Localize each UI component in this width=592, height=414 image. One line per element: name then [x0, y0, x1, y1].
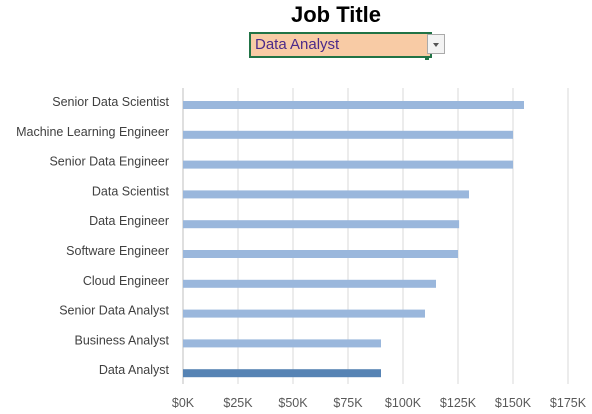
bar	[183, 130, 513, 139]
bar	[183, 250, 458, 258]
category-label: Senior Data Analyst	[59, 304, 169, 318]
category-label: Business Analyst	[75, 333, 170, 347]
job-title-dropdown[interactable]: Data Analyst	[249, 32, 447, 60]
category-label: Cloud Engineer	[83, 274, 169, 288]
bar	[183, 279, 436, 288]
category-label: Senior Data Engineer	[49, 155, 169, 169]
category-label: Machine Learning Engineer	[16, 125, 169, 139]
cell-fill-handle[interactable]	[425, 56, 429, 60]
x-tick-label: $0K	[172, 396, 195, 410]
category-label: Data Scientist	[92, 184, 170, 198]
bar	[183, 220, 460, 229]
bar	[183, 339, 381, 348]
category-label: Senior Data Scientist	[52, 95, 169, 109]
x-tick-label: $175K	[550, 396, 587, 410]
x-tick-label: $50K	[278, 396, 308, 410]
x-tick-label: $75K	[333, 396, 363, 410]
x-tick-label: $125K	[440, 396, 477, 410]
chart-title: Job Title	[290, 2, 382, 27]
bar	[183, 369, 381, 378]
bar	[183, 309, 425, 318]
x-tick-label: $25K	[223, 396, 253, 410]
chevron-down-icon[interactable]	[427, 34, 445, 54]
bar	[183, 160, 513, 169]
bar	[183, 101, 524, 109]
category-label: Data Analyst	[99, 363, 170, 377]
x-tick-label: $150K	[495, 396, 532, 410]
category-label: Software Engineer	[66, 244, 169, 258]
x-tick-label: $100K	[385, 396, 422, 410]
bar	[183, 190, 469, 199]
dropdown-selected-value[interactable]: Data Analyst	[249, 32, 432, 58]
category-label: Data Engineer	[89, 214, 169, 228]
